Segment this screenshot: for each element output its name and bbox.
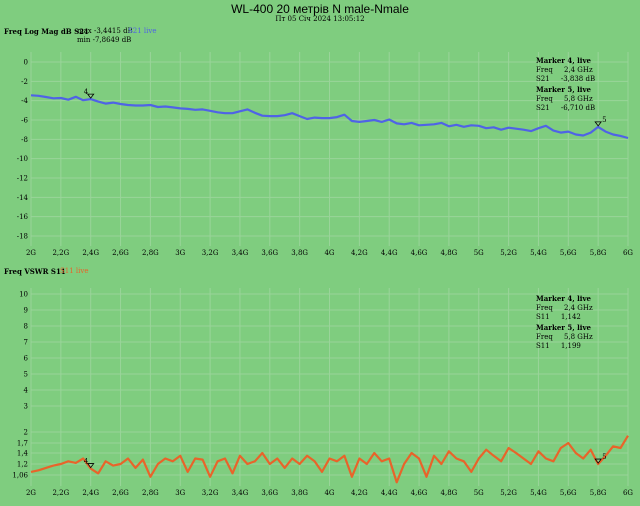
p1-y-tick-label: -8 — [21, 136, 28, 144]
p1-x-tick-label: 6G — [623, 249, 633, 257]
panel1-live: S21 live — [128, 27, 157, 35]
p1-x-tick-label: 3,6G — [261, 249, 278, 257]
p1-x-tick-label: 3,8G — [291, 249, 308, 257]
p2-x-tick-label: 2,4G — [82, 489, 99, 497]
p2-y-tick-label: 2 — [24, 429, 28, 437]
p2-y-tick-label: 7 — [24, 339, 28, 347]
p2-x-tick-label: 2,8G — [142, 489, 159, 497]
p2-x-tick-label: 5,8G — [590, 489, 607, 497]
p1-x-tick-label: 5G — [474, 249, 484, 257]
p2-marker-5 — [594, 458, 602, 464]
p1-x-tick-label: 3,2G — [202, 249, 219, 257]
p2-marker-4 — [86, 463, 95, 469]
p1-x-tick-label: 4G — [324, 249, 334, 257]
p1-x-tick-label: 5,4G — [530, 249, 547, 257]
p1-x-tick-label: 5,2G — [500, 249, 517, 257]
panel2-marker5-readout: Marker 5, live Freq 5,8 GHz S11 1,199 — [536, 323, 593, 350]
p1-x-tick-label: 2G — [26, 249, 36, 257]
p2-x-tick-label: 4,8G — [441, 489, 458, 497]
p1-y-tick-label: -2 — [21, 78, 28, 86]
p2-y-tick-label: 8 — [24, 323, 28, 331]
p1-x-tick-label: 5,8G — [590, 249, 607, 257]
p2-x-tick-label: 4,4G — [381, 489, 398, 497]
p1-x-tick-label: 5,6G — [560, 249, 577, 257]
p2-x-tick-label: 2,2G — [52, 489, 69, 497]
p2-x-tick-label: 6G — [623, 489, 633, 497]
p1-x-tick-label: 2,8G — [142, 249, 159, 257]
p2-x-tick-label: 4G — [324, 489, 334, 497]
panel2-live: S11 live — [60, 267, 89, 275]
p2-marker-label-4: 4 — [84, 458, 89, 466]
timestamp: Пт 05 Січ 2024 13:05:12 — [275, 15, 365, 23]
p2-y-tick-label: 1,06 — [12, 472, 28, 480]
p1-y-tick-label: -16 — [17, 213, 29, 221]
panel1-max: max -3,4415 dB — [77, 27, 133, 35]
panel1-label: Freq Log Mag dB S21 — [4, 27, 89, 36]
p2-x-tick-label: 5,2G — [500, 489, 517, 497]
p2-x-tick-label: 3G — [175, 489, 185, 497]
p1-x-tick-label: 2,6G — [112, 249, 129, 257]
panel1-marker4-readout: Marker 4, live Freq 2,4 GHz S21 -3,838 d… — [536, 56, 596, 83]
p2-series-s11-line — [30, 435, 629, 484]
p1-x-tick-label: 4,6G — [411, 249, 428, 257]
p2-y-tick-label: 4 — [24, 387, 29, 395]
p1-y-tick-label: 0 — [24, 59, 28, 67]
panel2-marker4-readout: Marker 4, live Freq 2,4 GHz S11 1,142 — [536, 294, 593, 321]
p2-marker-label-5: 5 — [602, 453, 606, 461]
p2-y-tick-label: 10 — [19, 291, 28, 299]
p2-y-tick-label: 1,2 — [17, 461, 28, 469]
p2-x-tick-label: 5G — [474, 489, 484, 497]
p1-marker-label-4: 4 — [84, 88, 89, 96]
panel1-marker5-readout: Marker 5, live Freq 5,8 GHz S21 -6,710 d… — [536, 85, 596, 112]
p2-y-tick-label: 1,7 — [17, 440, 28, 448]
p1-x-tick-label: 4,8G — [441, 249, 458, 257]
p2-y-tick-label: 5 — [24, 371, 28, 379]
p2-y-tick-label: 6 — [24, 355, 29, 363]
panel1-min: min -7,8649 dB — [77, 36, 132, 44]
p2-x-tick-label: 3,4G — [232, 489, 249, 497]
p2-y-tick-label: 9 — [24, 307, 28, 315]
p2-x-tick-label: 4,6G — [411, 489, 428, 497]
p1-y-tick-label: -18 — [17, 233, 28, 241]
p2-x-tick-label: 3,6G — [261, 489, 278, 497]
chart-title: WL-400 20 метрів N male-Nmale — [231, 2, 409, 16]
p1-marker-4 — [86, 93, 95, 99]
p1-y-tick-label: -12 — [17, 175, 28, 183]
p1-y-tick-label: -14 — [17, 194, 29, 202]
p1-y-tick-label: -6 — [21, 117, 28, 125]
p2-y-tick-label: 1,4 — [17, 450, 29, 458]
panel2-label: Freq VSWR S11 — [4, 267, 66, 276]
p2-x-tick-label: 2G — [26, 489, 36, 497]
p1-y-tick-label: -10 — [17, 155, 28, 163]
p1-x-tick-label: 3,4G — [232, 249, 249, 257]
p1-x-tick-label: 4,2G — [351, 249, 368, 257]
p2-y-tick-label: 3 — [24, 403, 28, 411]
p1-y-tick-label: -4 — [21, 97, 28, 105]
p2-x-tick-label: 3,2G — [202, 489, 219, 497]
p2-x-tick-label: 5,6G — [560, 489, 577, 497]
p1-series-s21-line — [30, 94, 629, 140]
p1-x-tick-label: 2,2G — [52, 249, 69, 257]
p2-x-tick-label: 5,4G — [530, 489, 547, 497]
p1-marker-label-5: 5 — [602, 116, 606, 124]
p1-x-tick-label: 3G — [175, 249, 185, 257]
p1-x-tick-label: 2,4G — [82, 249, 99, 257]
p2-x-tick-label: 2,6G — [112, 489, 129, 497]
p2-x-tick-label: 3,8G — [291, 489, 308, 497]
p2-x-tick-label: 4,2G — [351, 489, 368, 497]
p1-x-tick-label: 4,4G — [381, 249, 398, 257]
p1-marker-5 — [594, 121, 602, 127]
